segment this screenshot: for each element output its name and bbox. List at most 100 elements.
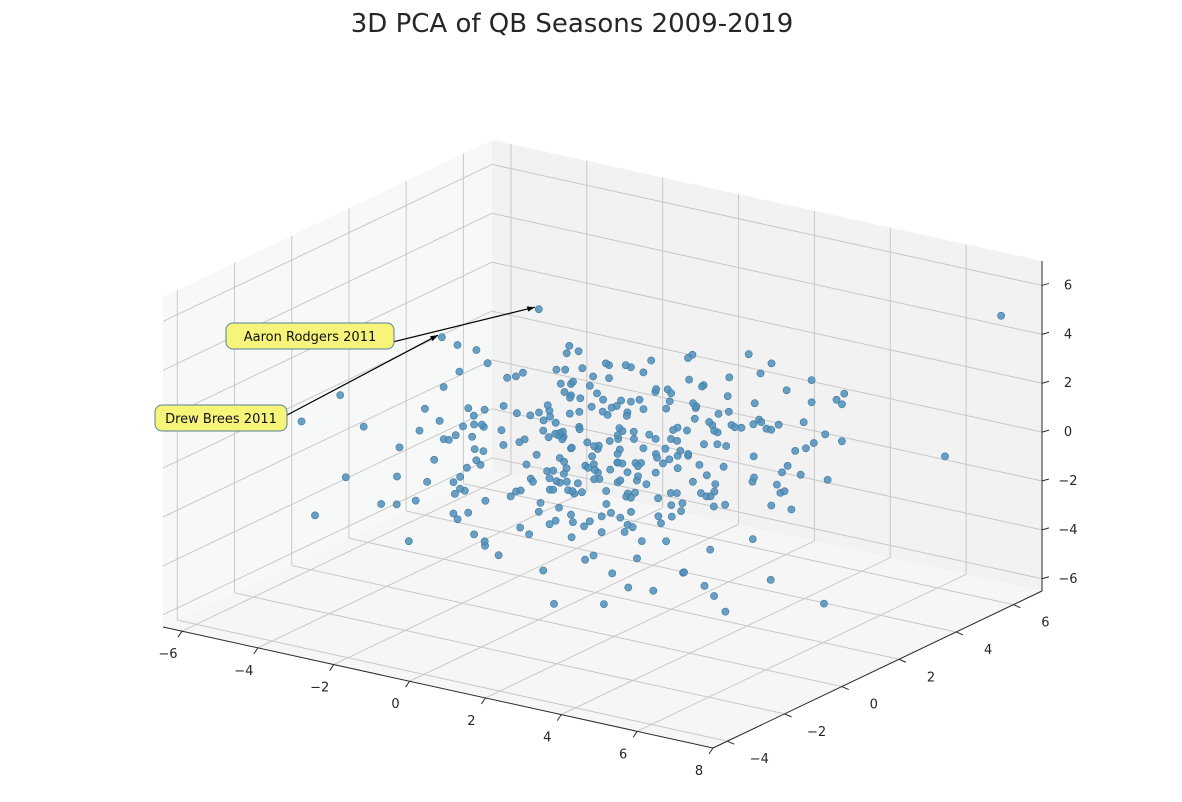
data-point: [588, 452, 596, 461]
data-point: [639, 368, 648, 377]
data-point: [654, 512, 663, 521]
grid-y-floor: [177, 619, 728, 742]
y-tick-mark: [1013, 604, 1021, 609]
data-point: [709, 502, 718, 511]
data-point: [630, 435, 638, 443]
data-point: [710, 426, 719, 435]
data-point: [513, 409, 521, 418]
data-point: [377, 500, 386, 508]
data-point: [750, 473, 758, 482]
y-tick-label: 6: [1041, 616, 1049, 631]
data-point: [423, 477, 431, 486]
z-tick-mark: [1041, 282, 1050, 286]
data-point: [705, 418, 714, 426]
grid-z-back: [491, 310, 1043, 433]
data-point: [645, 430, 654, 439]
y-tick-mark: [898, 658, 907, 663]
data-point: [651, 468, 660, 477]
data-point: [684, 354, 692, 362]
data-point: [590, 475, 599, 484]
data-point: [695, 460, 704, 469]
z-tick-label: −4: [1058, 523, 1077, 538]
data-point: [566, 393, 574, 402]
data-point: [545, 474, 554, 483]
data-point: [673, 436, 681, 445]
grid-x-floor: [561, 557, 891, 716]
data-point: [297, 417, 306, 426]
data-point: [667, 501, 676, 509]
grid-z-left: [162, 310, 493, 469]
axis-panes: [163, 140, 1042, 748]
data-point: [659, 459, 667, 468]
data-point: [551, 418, 560, 427]
data-point: [723, 392, 732, 400]
x-tick-label: 6: [619, 747, 627, 762]
data-point: [544, 433, 553, 442]
data-point: [617, 396, 625, 405]
y-tick-label: 2: [927, 670, 935, 685]
grid-z-left: [162, 359, 493, 518]
grid-z-left: [162, 408, 493, 567]
data-point: [549, 485, 558, 494]
data-point: [499, 441, 508, 449]
x-tick-mark: [708, 747, 714, 755]
data-point: [543, 467, 551, 475]
data-point: [578, 364, 587, 373]
data-point: [629, 427, 638, 436]
data-point: [597, 528, 606, 537]
data-point: [552, 365, 561, 374]
data-point: [832, 395, 841, 404]
data-point: [713, 440, 722, 449]
data-point: [667, 512, 676, 521]
data-point: [439, 383, 448, 391]
data-point: [605, 374, 613, 382]
data-point: [455, 367, 464, 376]
annotation-label: Drew Brees 2011: [165, 412, 277, 427]
scatter-points: [297, 311, 1005, 616]
data-point: [576, 394, 585, 403]
data-point: [698, 382, 706, 391]
x-axis-line: [162, 626, 714, 749]
x-tick-mark: [632, 731, 638, 738]
data-point: [662, 537, 670, 546]
data-point: [551, 516, 560, 525]
data-point: [464, 404, 473, 413]
data-point: [311, 511, 319, 520]
data-point: [774, 420, 783, 429]
data-point: [622, 411, 631, 420]
data-point: [483, 359, 492, 368]
grid-x-floor: [485, 540, 815, 699]
data-point: [796, 470, 805, 479]
data-point: [624, 583, 633, 592]
x-tick-label: 4: [543, 731, 551, 746]
x-tick-mark: [480, 697, 486, 705]
data-point: [613, 449, 622, 458]
data-point: [634, 472, 642, 481]
data-point: [587, 402, 596, 411]
grid-y-floor: [348, 537, 900, 660]
z-tick-label: −6: [1058, 572, 1077, 587]
data-point: [623, 468, 632, 477]
data-point: [621, 361, 630, 370]
y-tick-mark: [784, 713, 792, 718]
data-point: [480, 537, 489, 546]
z-tick-mark: [1041, 527, 1050, 531]
data-point: [430, 455, 439, 464]
data-point: [560, 457, 568, 466]
data-point: [449, 509, 458, 518]
data-point: [556, 379, 565, 388]
annotated-point: [534, 305, 543, 314]
data-point: [702, 471, 711, 480]
left-pane: [163, 140, 492, 627]
data-point: [689, 477, 697, 486]
data-point: [997, 311, 1005, 320]
data-point: [470, 420, 478, 429]
data-point: [639, 405, 648, 413]
annotated-point: [437, 333, 446, 342]
data-point: [516, 486, 525, 495]
data-point: [838, 400, 846, 409]
data-point: [585, 517, 594, 526]
data-point: [479, 447, 488, 455]
data-point: [499, 402, 508, 410]
data-point: [700, 440, 708, 449]
